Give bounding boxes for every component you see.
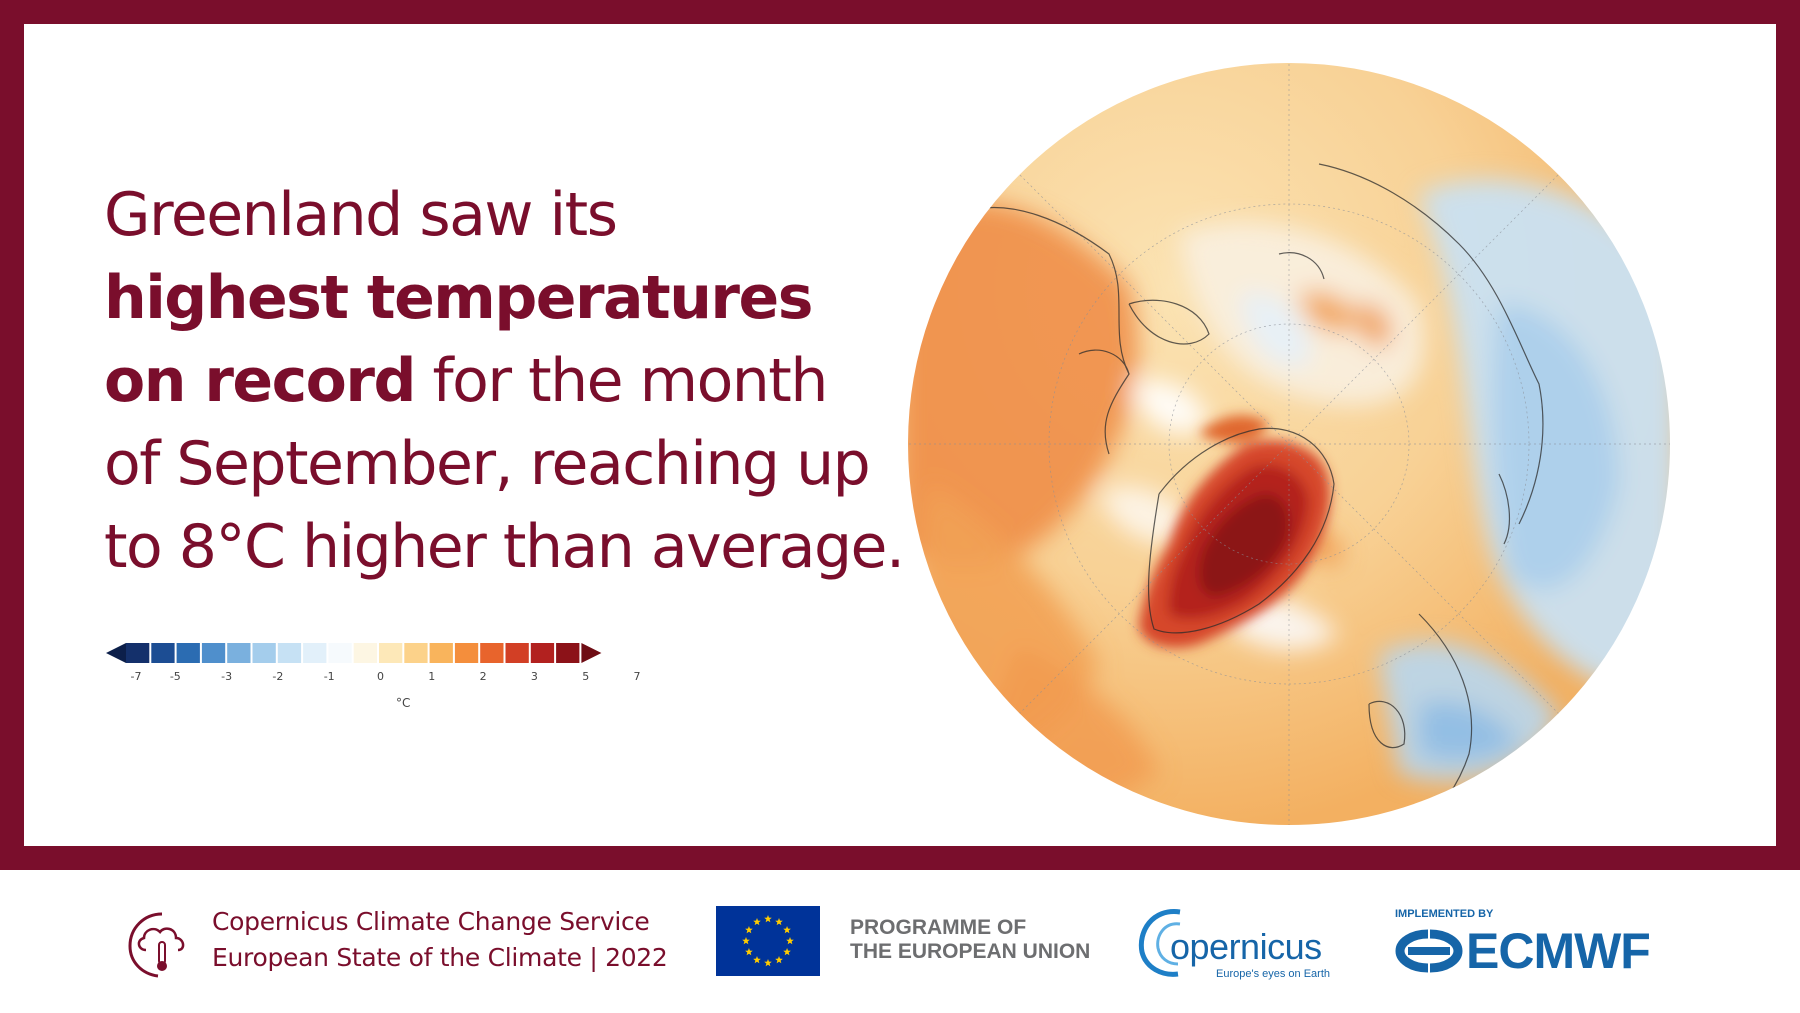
legend-swatch xyxy=(530,643,555,663)
headline-line-5: to 8°C higher than average. xyxy=(104,512,905,582)
legend-swatch xyxy=(505,643,529,663)
legend-tick-label: -1 xyxy=(323,670,335,683)
ecmwf-icon xyxy=(1395,929,1463,973)
eu-star xyxy=(753,917,761,926)
headline-line-1: Greenland saw its xyxy=(104,180,618,250)
legend-swatch xyxy=(379,643,403,663)
legend-tick-label: -7 xyxy=(130,670,142,683)
eu-star xyxy=(783,926,791,934)
legend-swatch xyxy=(454,643,479,663)
legend-swatch xyxy=(328,643,352,663)
eu-star xyxy=(753,956,761,964)
c3s-line-1: Copernicus Climate Change Service xyxy=(212,907,650,936)
legend-swatch xyxy=(303,643,327,663)
headline-bold-segment: on record xyxy=(104,346,416,416)
legend-tick-label: 3 xyxy=(530,670,538,683)
eu-star xyxy=(783,948,791,956)
eu-star xyxy=(764,959,772,967)
temperature-anomaly-legend: -7 -5 -3 -2 -1 0 1 2 3 5 7 °C xyxy=(100,620,700,710)
legend-swatch xyxy=(404,643,428,663)
eu-star xyxy=(764,915,772,923)
legend-swatch xyxy=(151,643,175,663)
legend-arrow-right xyxy=(581,643,602,663)
eu-star xyxy=(786,937,794,945)
ecmwf-wordmark: ECMWF xyxy=(1466,923,1651,979)
legend-tick-label: 0 xyxy=(377,670,384,683)
climate-thermometer-icon xyxy=(128,912,185,978)
legend-unit: °C xyxy=(396,696,411,710)
c3s-branding: Copernicus Climate Change Service Europe… xyxy=(212,904,668,976)
programme-text: PROGRAMME OF THE EUROPEAN UNION xyxy=(850,916,1090,964)
headline-line-3-rest: for the month xyxy=(414,346,829,416)
legend-swatch xyxy=(353,643,377,663)
headline-line-4: of September, reaching up xyxy=(104,429,871,499)
copernicus-logo: opernicus Europe's eyes on Earth xyxy=(1134,902,1344,982)
headline-line-2: highest temperatures xyxy=(104,263,813,333)
legend-swatch xyxy=(252,643,276,663)
headline: Greenland saw its highest temperatures o… xyxy=(104,174,924,589)
legend-tick-label: 1 xyxy=(428,670,436,683)
legend-tick-label: -3 xyxy=(221,670,233,683)
legend-swatch xyxy=(176,643,200,663)
legend-tick-label: 7 xyxy=(633,670,641,683)
eu-star xyxy=(775,917,783,926)
legend-swatch xyxy=(201,643,226,663)
legend-tick-label: -5 xyxy=(169,670,181,683)
legend-swatch xyxy=(126,643,150,663)
legend-colorbar xyxy=(106,643,602,663)
implemented-by-label: IMPLEMENTED BY xyxy=(1395,908,1494,920)
programme-line-2: THE EUROPEAN UNION xyxy=(850,940,1091,963)
legend-tick-label: 2 xyxy=(479,670,487,683)
c3s-line-2: European State of the Climate | 2022 xyxy=(212,943,668,972)
legend-swatch xyxy=(227,643,251,663)
legend-swatch xyxy=(556,643,580,663)
arctic-temperature-anomaly-map xyxy=(906,61,1672,827)
legend-tick-label: -2 xyxy=(272,670,284,683)
footer: Copernicus Climate Change Service Europe… xyxy=(0,870,1800,1013)
eu-flag-icon xyxy=(716,906,820,976)
eu-star xyxy=(745,948,753,956)
legend-swatch xyxy=(277,643,302,663)
copernicus-c-icon xyxy=(1138,909,1181,977)
legend-tick-label: 5 xyxy=(582,670,590,683)
eu-star xyxy=(745,926,753,934)
legend-swatch xyxy=(429,643,453,663)
maroon-frame: Greenland saw its highest temperatures o… xyxy=(0,0,1800,870)
copernicus-wordmark: opernicus xyxy=(1170,926,1322,967)
headline-line-3: on record for the month xyxy=(104,340,924,423)
eu-star xyxy=(775,956,783,964)
legend-arrow-left xyxy=(106,643,126,663)
eu-stars-ring xyxy=(742,915,794,967)
legend-swatch xyxy=(480,643,504,663)
content-panel: Greenland saw its highest temperatures o… xyxy=(24,24,1776,846)
copernicus-tagline: Europe's eyes on Earth xyxy=(1216,968,1331,980)
eu-star xyxy=(742,937,750,945)
programme-line-1: PROGRAMME OF xyxy=(850,916,1027,939)
